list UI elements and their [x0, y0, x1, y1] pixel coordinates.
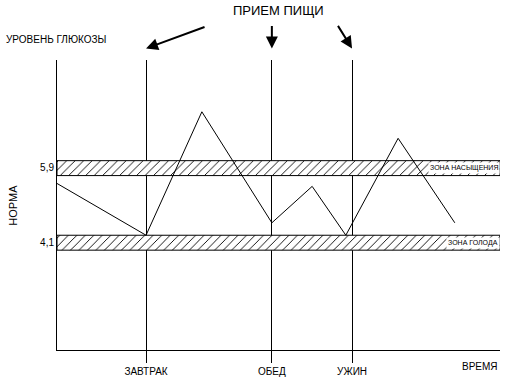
svg-text:4,1: 4,1: [40, 237, 54, 248]
svg-text:ЗОНА ГОЛОДА: ЗОНА ГОЛОДА: [448, 239, 498, 247]
svg-text:ВРЕМЯ: ВРЕМЯ: [462, 361, 498, 372]
svg-text:ПРИЕМ ПИЩИ: ПРИЕМ ПИЩИ: [233, 3, 324, 18]
svg-text:ОБЕД: ОБЕД: [258, 366, 286, 377]
svg-text:ЗОНА НАСЫЩЕНИЯ: ЗОНА НАСЫЩЕНИЯ: [430, 164, 498, 172]
svg-text:УЖИН: УЖИН: [337, 366, 367, 377]
svg-text:ЗАВТРАК: ЗАВТРАК: [124, 366, 167, 377]
svg-text:НОРМА: НОРМА: [7, 185, 19, 226]
svg-text:УРОВЕНЬ ГЛЮКОЗЫ: УРОВЕНЬ ГЛЮКОЗЫ: [6, 34, 107, 45]
svg-text:5,9: 5,9: [40, 162, 54, 173]
